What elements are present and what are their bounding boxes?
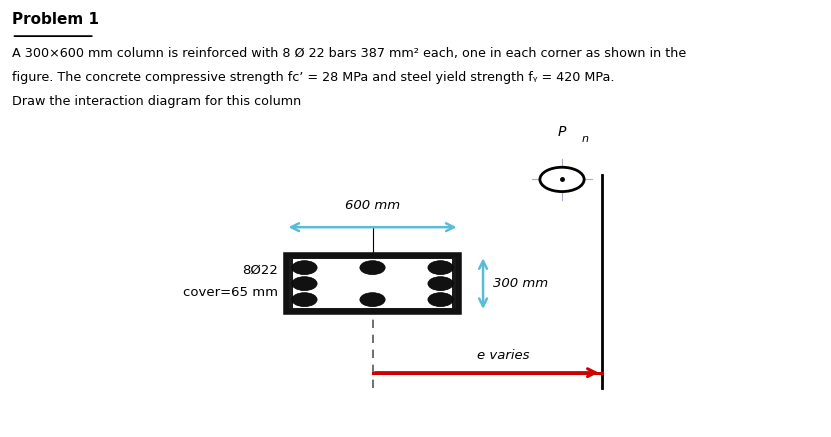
Text: 600 mm: 600 mm — [345, 199, 400, 212]
Text: 8Ø22: 8Ø22 — [242, 264, 278, 277]
Text: Draw the interaction diagram for this column: Draw the interaction diagram for this co… — [12, 95, 301, 108]
Text: P: P — [558, 125, 567, 139]
Text: n: n — [582, 134, 588, 144]
Text: e varies: e varies — [476, 349, 529, 362]
Bar — [286, 255, 460, 312]
Bar — [293, 259, 452, 308]
Circle shape — [428, 293, 453, 307]
Text: 300 mm: 300 mm — [493, 277, 548, 290]
Circle shape — [292, 277, 317, 291]
Circle shape — [360, 261, 385, 274]
Circle shape — [292, 293, 317, 307]
Circle shape — [428, 261, 453, 274]
Text: cover=65 mm: cover=65 mm — [183, 286, 278, 299]
Text: figure. The concrete compressive strength fᴄʼ = 28 MPa and steel yield strength : figure. The concrete compressive strengt… — [12, 71, 614, 84]
Circle shape — [428, 277, 453, 291]
Text: Problem 1: Problem 1 — [12, 12, 99, 27]
Circle shape — [540, 167, 584, 191]
Circle shape — [360, 293, 385, 307]
Text: A 300×600 mm column is reinforced with 8 Ø 22 bars 387 mm² each, one in each cor: A 300×600 mm column is reinforced with 8… — [12, 47, 686, 60]
Circle shape — [292, 261, 317, 274]
